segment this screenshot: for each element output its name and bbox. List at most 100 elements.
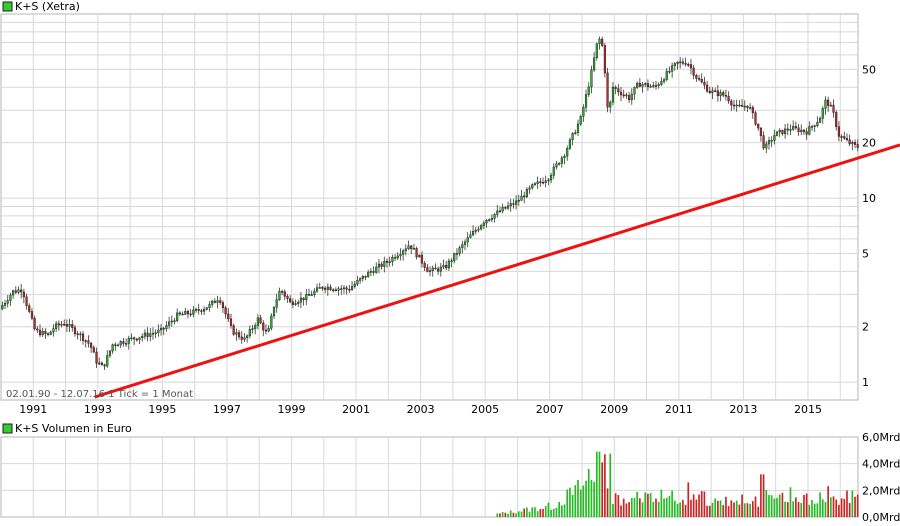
candle [194,309,198,311]
candle [103,364,106,367]
volume-bar [725,496,727,517]
candle [445,264,448,269]
volume-bar [733,502,735,517]
volume-bar [703,491,706,517]
candle [294,303,297,305]
candle [550,175,553,181]
candle [617,88,620,93]
candle [746,105,749,108]
candle [646,83,650,87]
candle [353,283,356,287]
candle [302,297,305,301]
candle [490,218,493,220]
volume-bar [746,503,749,517]
candle [326,286,329,290]
candle [213,300,216,303]
candle [477,228,480,231]
candle [407,245,410,250]
volume-bar [743,503,746,517]
candle [671,65,674,72]
volume-bar [606,488,609,517]
candle [393,257,397,259]
volume-bar [628,502,630,517]
volume-bar [569,487,571,517]
candle [46,333,50,335]
candle [657,84,660,87]
candle [458,247,461,254]
volume-bar [633,498,636,517]
candle [415,248,418,258]
candle [829,104,832,107]
candle [461,244,464,248]
candle [108,350,112,356]
volume-bar [856,494,859,517]
candle [668,70,671,73]
candle [332,289,335,292]
candle [189,313,192,316]
candle [641,84,644,87]
volume-bar [523,508,526,517]
candle [843,136,846,139]
price-candles [1,36,859,371]
candle [165,325,168,329]
candle [138,337,141,341]
candle [743,105,746,108]
candle [235,332,238,335]
candle [821,108,824,119]
x-tick-label: 2001 [342,403,370,416]
candle [262,322,265,331]
candle [582,107,585,117]
candle [625,94,628,97]
candle [176,312,179,321]
candle [706,84,709,92]
candle [437,268,440,272]
candle [28,305,31,312]
candle [660,81,663,85]
volume-bar [708,505,711,517]
candle [606,72,609,108]
candle [719,92,722,97]
y-tick-label: 10 [862,192,876,205]
candle [593,57,596,71]
volume-bar [604,454,606,517]
candle [30,311,34,319]
x-tick-label: 1991 [19,403,47,416]
volume-bar [649,493,652,517]
candle [439,266,442,272]
candle [568,139,571,149]
volume-bar [821,499,824,517]
volume-bar [561,505,563,517]
candle [81,333,85,341]
candle [835,112,838,127]
volume-bar [585,480,587,517]
volume-bar [566,489,569,517]
volume-bar [846,490,848,517]
candle [722,92,725,96]
candle [114,344,117,346]
candle [402,250,405,255]
volume-bar [682,499,684,517]
candle [493,214,496,219]
price-x-axis: 1991 1993 1995 1997 1999 2001 2003 2005 2007 2009… [19,403,822,416]
price-legend-box [2,1,13,12]
candle [552,166,555,176]
candle [203,309,206,312]
volume-bar [668,495,671,517]
candle [848,139,851,145]
candle [638,82,641,87]
volume-bar [657,501,660,517]
candle [808,126,811,135]
candle [375,266,378,273]
candle [665,71,668,80]
candle [248,329,251,337]
candle [410,245,413,250]
candle [9,294,12,301]
candle [254,325,257,329]
candle [517,199,520,202]
candle [90,343,93,348]
x-tick-label: 2011 [665,403,693,416]
candle [628,95,631,101]
volume-bar [741,494,743,517]
candle [603,45,606,74]
candle [281,291,284,293]
